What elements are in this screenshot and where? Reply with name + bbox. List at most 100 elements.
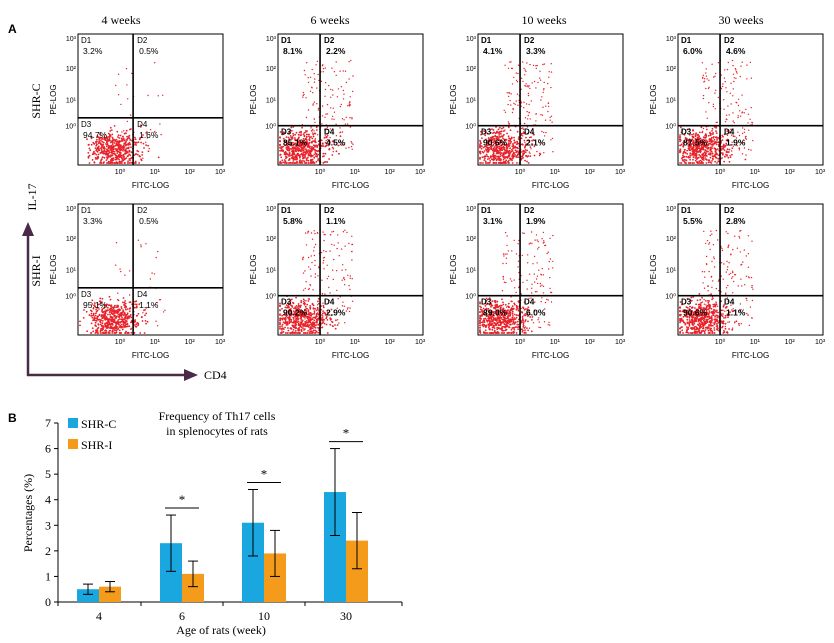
x-tick-label: 10³ bbox=[415, 339, 426, 346]
y-tick-label: 10⁰ bbox=[265, 123, 276, 131]
chart-title-line: Frequency of Th17 cells bbox=[159, 409, 276, 423]
y-tick-label: 10⁰ bbox=[465, 123, 476, 131]
bar-shr-i-6 bbox=[182, 573, 204, 602]
quadrant-percent-d3: 90.6% bbox=[483, 138, 508, 148]
panel-label-b: B bbox=[8, 411, 17, 425]
x-tick-label: 10⁰ bbox=[315, 168, 326, 176]
bar-shr-i-30 bbox=[346, 540, 368, 602]
x-tick-label: 10² bbox=[785, 169, 796, 176]
bar-shr-c-30 bbox=[324, 492, 346, 602]
y-tick-label: 2 bbox=[45, 544, 51, 558]
quadrant-name-d4: D4 bbox=[324, 298, 335, 307]
quadrant-percent-d2: 2.2% bbox=[326, 46, 346, 56]
y-tick-label: 10¹ bbox=[266, 268, 277, 275]
y-axis-label: PE-LOG bbox=[649, 254, 658, 284]
quadrant-percent-d3: 85.1% bbox=[283, 138, 308, 148]
scatter-dots bbox=[479, 231, 554, 334]
y-tick-label: 10¹ bbox=[66, 268, 77, 275]
x-tick-label: 10⁰ bbox=[115, 168, 126, 176]
x-axis-label: FITC-LOG bbox=[132, 351, 169, 360]
y-axis-title: Percentages (%) bbox=[21, 474, 35, 552]
quadrant-name-d2: D2 bbox=[524, 36, 535, 45]
y-tick-label: 10³ bbox=[666, 36, 677, 43]
quadrant-percent-d4: 1.9% bbox=[726, 138, 746, 148]
quadrant-percent-d3: 95.1% bbox=[83, 300, 108, 310]
y-tick-label: 10² bbox=[466, 66, 477, 73]
y-tick-label: 10⁰ bbox=[465, 293, 476, 301]
plot-frame bbox=[77, 33, 224, 166]
quadrant-name-d1: D1 bbox=[81, 36, 92, 45]
x-axis-label: FITC-LOG bbox=[732, 181, 769, 190]
quadrant-name-d1: D1 bbox=[481, 206, 492, 215]
plot-frame bbox=[477, 33, 624, 166]
x-tick-label: 10⁰ bbox=[115, 338, 126, 346]
y-tick-label: 10² bbox=[266, 236, 277, 243]
significance-star: * bbox=[261, 466, 268, 481]
quadrant-percent-d4: 4.5% bbox=[326, 138, 346, 148]
x-tick-label: 4 bbox=[96, 609, 102, 623]
y-axis-label: PE-LOG bbox=[449, 84, 458, 114]
flow-cytometry-panels: D13.2%D20.5%D394.7%D41.6%10³10²10¹10⁰10⁰… bbox=[49, 33, 826, 360]
plot-frame bbox=[677, 33, 824, 166]
y-tick-label: 7 bbox=[45, 416, 51, 430]
x-tick-label: 10² bbox=[185, 169, 196, 176]
bar-shr-c-6 bbox=[160, 543, 182, 602]
quadrant-name-d4: D4 bbox=[524, 128, 535, 137]
y-tick-label: 3 bbox=[45, 518, 51, 532]
quadrant-name-d2: D2 bbox=[724, 36, 735, 45]
quadrant-percent-d4: 1.1% bbox=[726, 308, 746, 318]
y-tick-label: 10³ bbox=[466, 36, 477, 43]
cd4-label: CD4 bbox=[204, 368, 227, 382]
x-tick-label: 10¹ bbox=[550, 169, 561, 176]
week-title-30: 30 weeks bbox=[719, 13, 764, 27]
legend-label-shr-c: SHR-C bbox=[81, 417, 116, 431]
quadrant-percent-d2: 4.6% bbox=[726, 46, 746, 56]
y-tick-label: 10² bbox=[666, 236, 677, 243]
x-tick-label: 10¹ bbox=[350, 339, 361, 346]
plot-frame bbox=[477, 203, 624, 336]
quadrant-percent-d1: 3.2% bbox=[83, 46, 103, 56]
scatter-dots bbox=[279, 59, 354, 164]
x-tick-label: 10⁰ bbox=[315, 338, 326, 346]
x-tick-label: 10¹ bbox=[550, 339, 561, 346]
x-axis-title: Age of rats (week) bbox=[176, 623, 266, 637]
plot-frame bbox=[277, 33, 424, 166]
quadrant-name-d4: D4 bbox=[524, 298, 535, 307]
quadrant-name-d2: D2 bbox=[324, 36, 335, 45]
week-title-10: 10 weeks bbox=[522, 13, 567, 27]
scatter-dots bbox=[679, 59, 754, 164]
quadrant-percent-d1: 5.8% bbox=[283, 216, 303, 226]
x-axis-label: FITC-LOG bbox=[132, 181, 169, 190]
row-label-shr-i: SHR-I bbox=[29, 255, 43, 286]
y-tick-label: 10¹ bbox=[466, 98, 477, 105]
significance-star: * bbox=[343, 426, 350, 441]
quadrant-name-d2: D2 bbox=[324, 206, 335, 215]
quadrant-percent-d4: 2.1% bbox=[526, 138, 546, 148]
quadrant-name-d4: D4 bbox=[724, 128, 735, 137]
y-tick-label: 0 bbox=[45, 595, 51, 609]
quadrant-percent-d3: 94.7% bbox=[83, 130, 108, 140]
x-tick-label: 10³ bbox=[815, 339, 826, 346]
scatter-dots bbox=[479, 61, 554, 164]
week-title-4: 4 weeks bbox=[102, 13, 141, 27]
scatter-dots bbox=[79, 239, 166, 334]
scatter-dots bbox=[679, 229, 754, 334]
quadrant-name-d1: D1 bbox=[481, 36, 492, 45]
quadrant-name-d1: D1 bbox=[681, 36, 692, 45]
y-tick-label: 10³ bbox=[66, 206, 77, 213]
x-tick-label: 6 bbox=[179, 609, 185, 623]
panel-label-a: A bbox=[8, 22, 17, 36]
y-axis-label: PE-LOG bbox=[649, 84, 658, 114]
y-tick-label: 10³ bbox=[266, 206, 277, 213]
x-tick-label: 10⁰ bbox=[515, 168, 526, 176]
x-axis-label: FITC-LOG bbox=[332, 351, 369, 360]
y-axis-label: PE-LOG bbox=[49, 84, 58, 114]
quadrant-name-d1: D1 bbox=[281, 206, 292, 215]
